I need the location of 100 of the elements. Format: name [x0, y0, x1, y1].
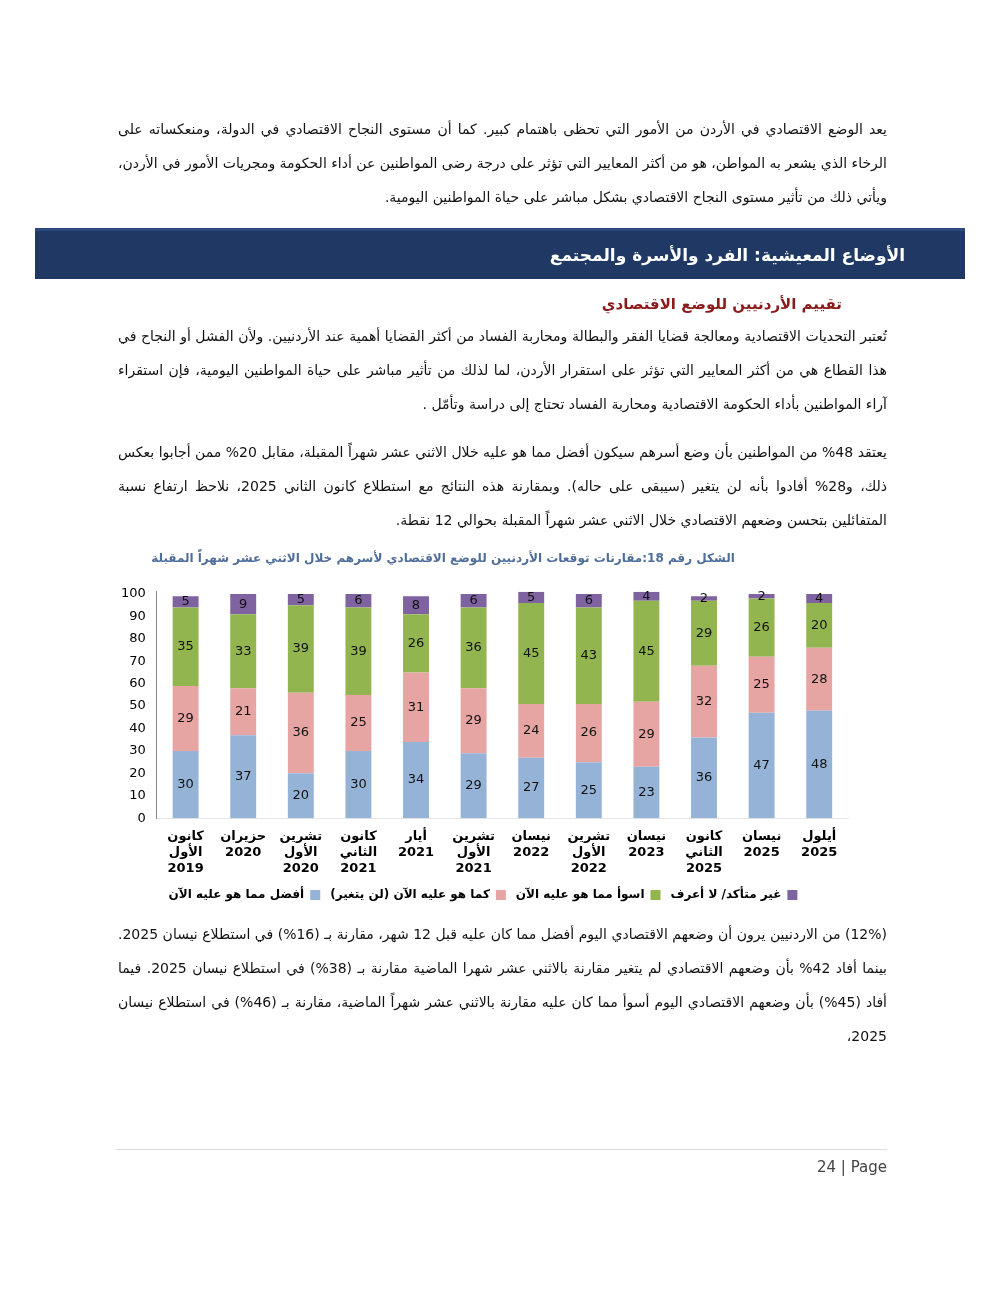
y-tick-label: 90 [129, 607, 146, 623]
bar [403, 614, 429, 673]
data-label: 29 [638, 725, 655, 741]
data-label: 33 [234, 642, 252, 658]
data-label: 34 [407, 771, 425, 787]
data-label: 45 [522, 644, 540, 660]
text: تُعتبر التحديات الاقتصادية ومعالجة قضايا الفقر والبطالة ومحاربة الفساد من أكثر القضايا أهمية عند الأردنيين. ولأن الفشل أو النجاح في هذا القطاع هي من أكثر المعايير التي تؤثر على استقرار الأردن، لما لذلك من تأثير مباشر على حياة المواطنين اليومية، فإن استقراء آراء المواطنين بأداء الحكومة الاقتصادية ومحاربة الفساد تحتاج إلى دراسة وتأمّل . [118, 328, 887, 412]
data-label: 25 [753, 676, 770, 692]
bar [287, 605, 314, 693]
y-tick-label: 50 [129, 697, 146, 713]
chart-title: الشكل رقم 18:مقارنات توقعات الأردنيين للوضع الاقتصادي لأسرهم خلال الاثني عشر شهراً المقبلة [150, 551, 736, 565]
bar [345, 750, 372, 819]
bar [691, 737, 717, 819]
bar [345, 607, 372, 695]
data-label: 20 [810, 616, 828, 632]
bar [633, 701, 660, 767]
bar [287, 692, 314, 774]
data-label: 47 [753, 756, 770, 772]
data-label: 6 [584, 592, 593, 608]
y-tick-label: 100 [120, 585, 146, 601]
y-tick-label: 80 [129, 630, 146, 646]
data-label: 4 [815, 589, 824, 605]
bar [230, 614, 257, 689]
bar [691, 600, 717, 666]
bar [575, 762, 602, 819]
bar [518, 757, 545, 819]
data-label: 43 [580, 647, 598, 663]
data-label: 31 [407, 698, 425, 714]
data-label: 29 [177, 709, 194, 725]
data-label: 39 [350, 642, 367, 658]
data-label: 21 [234, 703, 252, 719]
data-label: 26 [580, 724, 598, 740]
data-label: 5 [527, 588, 536, 604]
data-label: 29 [465, 777, 482, 793]
legend-label: اسوأ مما هو عليه الآن [515, 886, 645, 903]
text: يعتقد 48% من المواطنين بأن وضع أسرهم سيكون أفضل مما هو عليه خلال الاثني عشر شهراً المقبلة، مقابل 20% ممن أجابوا بعكس ذلك، و28% أفادوا بأنه لن يتغير (سيبقى على حاله). وبمقارنة هذه النتائج مع استطلاع كانون الثاني 2025، نلاحظ ارتفاع نسبة المتفائلين بتحسن وضعهم الاقتصادي خلال الاثني عشر شهراً المقبلة بحوالي 12 نقطة. [118, 444, 887, 528]
bar [403, 741, 429, 819]
bar [518, 703, 545, 758]
bar [172, 685, 199, 751]
data-label: 36 [292, 724, 310, 740]
text: يعد الوضع الاقتصادي في الأردن من الأمور التي تحظى باهتمام كبير. كما أن مستوى النجاح الاقتصادي في الدولة، ومنعكساته على الرخاء الذي يشعر به المواطن، هو من أكثر المعايير التي تؤثر على درجة رضى المواطنين عن أداء الحكومة ومجريات الأمور في الأردن، ويأتي ذلك من تأثير مستوى النجاح الاقتصادي بشكل مباشر على حياة المواطنين اليومية. [118, 121, 887, 205]
bar [806, 647, 833, 711]
data-label: 26 [753, 619, 770, 635]
data-label: 36 [465, 639, 482, 655]
data-label: 30 [350, 775, 367, 791]
data-label: 29 [465, 712, 482, 728]
data-label: 35 [177, 638, 194, 654]
data-label: 25 [350, 714, 367, 730]
bar [748, 656, 775, 713]
bar [575, 607, 602, 704]
data-label: 32 [695, 693, 713, 709]
data-label: 5 [296, 591, 305, 607]
data-label: 6 [469, 592, 478, 608]
text: الأوضاع المعيشية: الفرد والأسرة والمجتمع [35, 228, 965, 279]
data-label: 20 [292, 787, 310, 803]
y-tick-label: 10 [129, 787, 146, 803]
bar [230, 735, 257, 819]
text: تقييم الأردنيين للوضع الاقتصادي [600, 295, 842, 313]
bar [748, 712, 775, 819]
bar [633, 600, 660, 702]
text: (12%) من الاردنيين يرون أن وضعهم الاقتصادي اليوم أفضل مما كان عليه قبل 12 شهر، مقارنة بـ (16%) في استطلاع نيسان 2025. بينما أفاد 42% بأن وضعهم الاقتصادي لم يتغير مقارنة بالاثني عشر شهرا الماضية مقارنة بـ (38%) في استطلاع نيسان 2025. فيما أفاد (45%) بأن وضعهم الاقتصادي اليوم أسوأ مما كان عليه مقارنة بالاثني عشر شهراً الماضية، مقارنة بـ (46%) في استطلاع نيسان 2025، [118, 926, 888, 1044]
data-label: 9 [239, 595, 248, 611]
bar [633, 766, 660, 819]
data-label: 30 [177, 775, 194, 791]
y-tick-label: 20 [129, 764, 146, 780]
bar [460, 753, 487, 819]
legend-label: غير متأكد/ لا أعرف [670, 886, 782, 902]
data-label: 36 [695, 769, 713, 785]
data-label: 48 [810, 755, 828, 771]
bar [575, 703, 602, 763]
data-label: 39 [292, 640, 310, 656]
bar [172, 750, 199, 819]
legend-label: كما هو عليه الآن (لن يتغير) [330, 887, 490, 903]
y-tick-label: 30 [129, 742, 146, 758]
bar [518, 603, 545, 704]
data-label: 6 [354, 592, 363, 608]
bar [748, 598, 775, 657]
text: 24 | Page [116, 1149, 887, 1176]
data-label: 29 [695, 624, 713, 640]
bar [806, 603, 833, 648]
data-label: 27 [522, 779, 540, 795]
y-tick-label: 70 [129, 652, 146, 668]
data-label: 37 [234, 768, 252, 784]
data-label: 45 [638, 642, 655, 658]
data-label: 8 [411, 596, 421, 612]
bar [230, 688, 257, 736]
data-label: 5 [181, 593, 190, 609]
y-tick-label: 40 [129, 719, 146, 735]
legend-label: أفضل مما هو عليه الآن [168, 886, 305, 903]
bar [460, 688, 487, 754]
bar [460, 607, 487, 689]
y-tick-label: 60 [129, 675, 146, 691]
bar [172, 607, 199, 686]
bar [345, 694, 372, 751]
data-label: 25 [580, 781, 598, 797]
data-label: 4 [642, 587, 651, 603]
data-label: 23 [638, 783, 655, 799]
bar [287, 773, 314, 819]
data-label: 26 [407, 634, 425, 650]
data-label: 28 [810, 670, 828, 686]
